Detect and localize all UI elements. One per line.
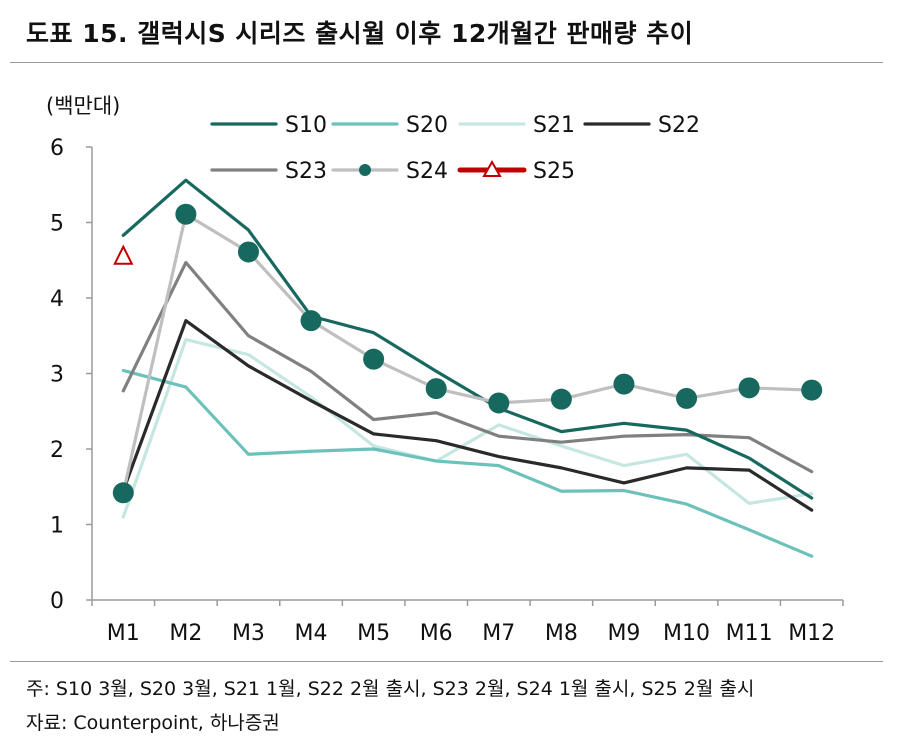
legend-label: S20 bbox=[406, 113, 448, 138]
data-point bbox=[613, 373, 635, 395]
legend-label: S23 bbox=[285, 159, 327, 184]
series-s25 bbox=[113, 244, 134, 265]
x-tick-label: M6 bbox=[420, 621, 453, 646]
data-point bbox=[363, 348, 385, 370]
series-s21 bbox=[121, 337, 814, 519]
x-tick-label: M5 bbox=[357, 621, 390, 646]
series-line-s20 bbox=[121, 368, 814, 558]
x-tick-label: M9 bbox=[607, 621, 640, 646]
x-tick-label: M1 bbox=[107, 621, 140, 646]
x-tick-label: M3 bbox=[232, 621, 265, 646]
data-point bbox=[175, 203, 197, 225]
y-tick-label: 2 bbox=[50, 438, 64, 463]
x-tick-label: M11 bbox=[726, 621, 773, 646]
series-line-s24 bbox=[121, 212, 814, 495]
footer-divider bbox=[10, 661, 883, 662]
legend-marker bbox=[359, 164, 371, 176]
series-line-s22 bbox=[121, 319, 814, 512]
source-note: 자료: Counterpoint, 하나증권 bbox=[26, 712, 280, 734]
series-line-s10 bbox=[121, 178, 814, 500]
data-point bbox=[738, 377, 760, 399]
legend-label: S24 bbox=[406, 159, 448, 184]
y-tick-label: 0 bbox=[50, 589, 64, 614]
legend-item-s20: S20 bbox=[331, 113, 448, 138]
series-s20 bbox=[121, 368, 814, 558]
series-line-s21 bbox=[121, 337, 814, 519]
line-chart: 0 1 2 3 4 5 6 M1 M2 M3 M4 M5 M6 M7 M8 M9 M10 M11 M12 (백만대) S… bbox=[46, 94, 844, 646]
legend-label: S25 bbox=[533, 159, 575, 184]
legend-item-s22: S22 bbox=[583, 113, 700, 138]
legend-label: S22 bbox=[658, 113, 700, 138]
legend-item-s10: S10 bbox=[210, 113, 327, 138]
y-tick-label: 5 bbox=[50, 212, 64, 237]
x-tick-label: M12 bbox=[788, 621, 835, 646]
x-tick-label: M7 bbox=[482, 621, 515, 646]
legend-marker bbox=[482, 159, 502, 177]
data-point bbox=[550, 388, 572, 410]
y-tick-label: 4 bbox=[50, 287, 64, 312]
series-s10 bbox=[121, 178, 814, 500]
data-point bbox=[676, 387, 698, 409]
chart-title: 도표 15. 갤럭시S 시리즈 출시월 이후 12개월간 판매량 추이 bbox=[26, 19, 694, 48]
series-s22 bbox=[121, 319, 814, 512]
series-s24 bbox=[112, 203, 823, 504]
legend-label: S21 bbox=[533, 113, 575, 138]
legend-item-s24: S24 bbox=[331, 159, 448, 184]
data-point bbox=[113, 244, 134, 265]
footnote: 주: S10 3월, S20 3월, S21 1월, S22 2월 출시, S2… bbox=[26, 678, 755, 700]
data-point bbox=[237, 241, 259, 263]
x-tick-label: M2 bbox=[169, 621, 202, 646]
legend-item-s25: S25 bbox=[457, 159, 575, 184]
data-point bbox=[300, 310, 322, 332]
x-tick-label: M4 bbox=[295, 621, 328, 646]
data-point bbox=[112, 482, 134, 504]
data-point bbox=[488, 392, 510, 414]
y-tick-label: 3 bbox=[50, 363, 64, 388]
x-tick-label: M10 bbox=[663, 621, 710, 646]
legend-item-s21: S21 bbox=[458, 113, 575, 138]
y-tick-label: 6 bbox=[50, 136, 64, 161]
legend-item-s23: S23 bbox=[210, 159, 327, 184]
title-divider bbox=[10, 62, 883, 63]
data-point bbox=[425, 378, 447, 400]
data-point bbox=[801, 379, 823, 401]
x-tick-label: M8 bbox=[545, 621, 578, 646]
legend-label: S10 bbox=[285, 113, 327, 138]
y-unit-label: (백만대) bbox=[46, 94, 120, 118]
y-tick-label: 1 bbox=[50, 514, 64, 539]
